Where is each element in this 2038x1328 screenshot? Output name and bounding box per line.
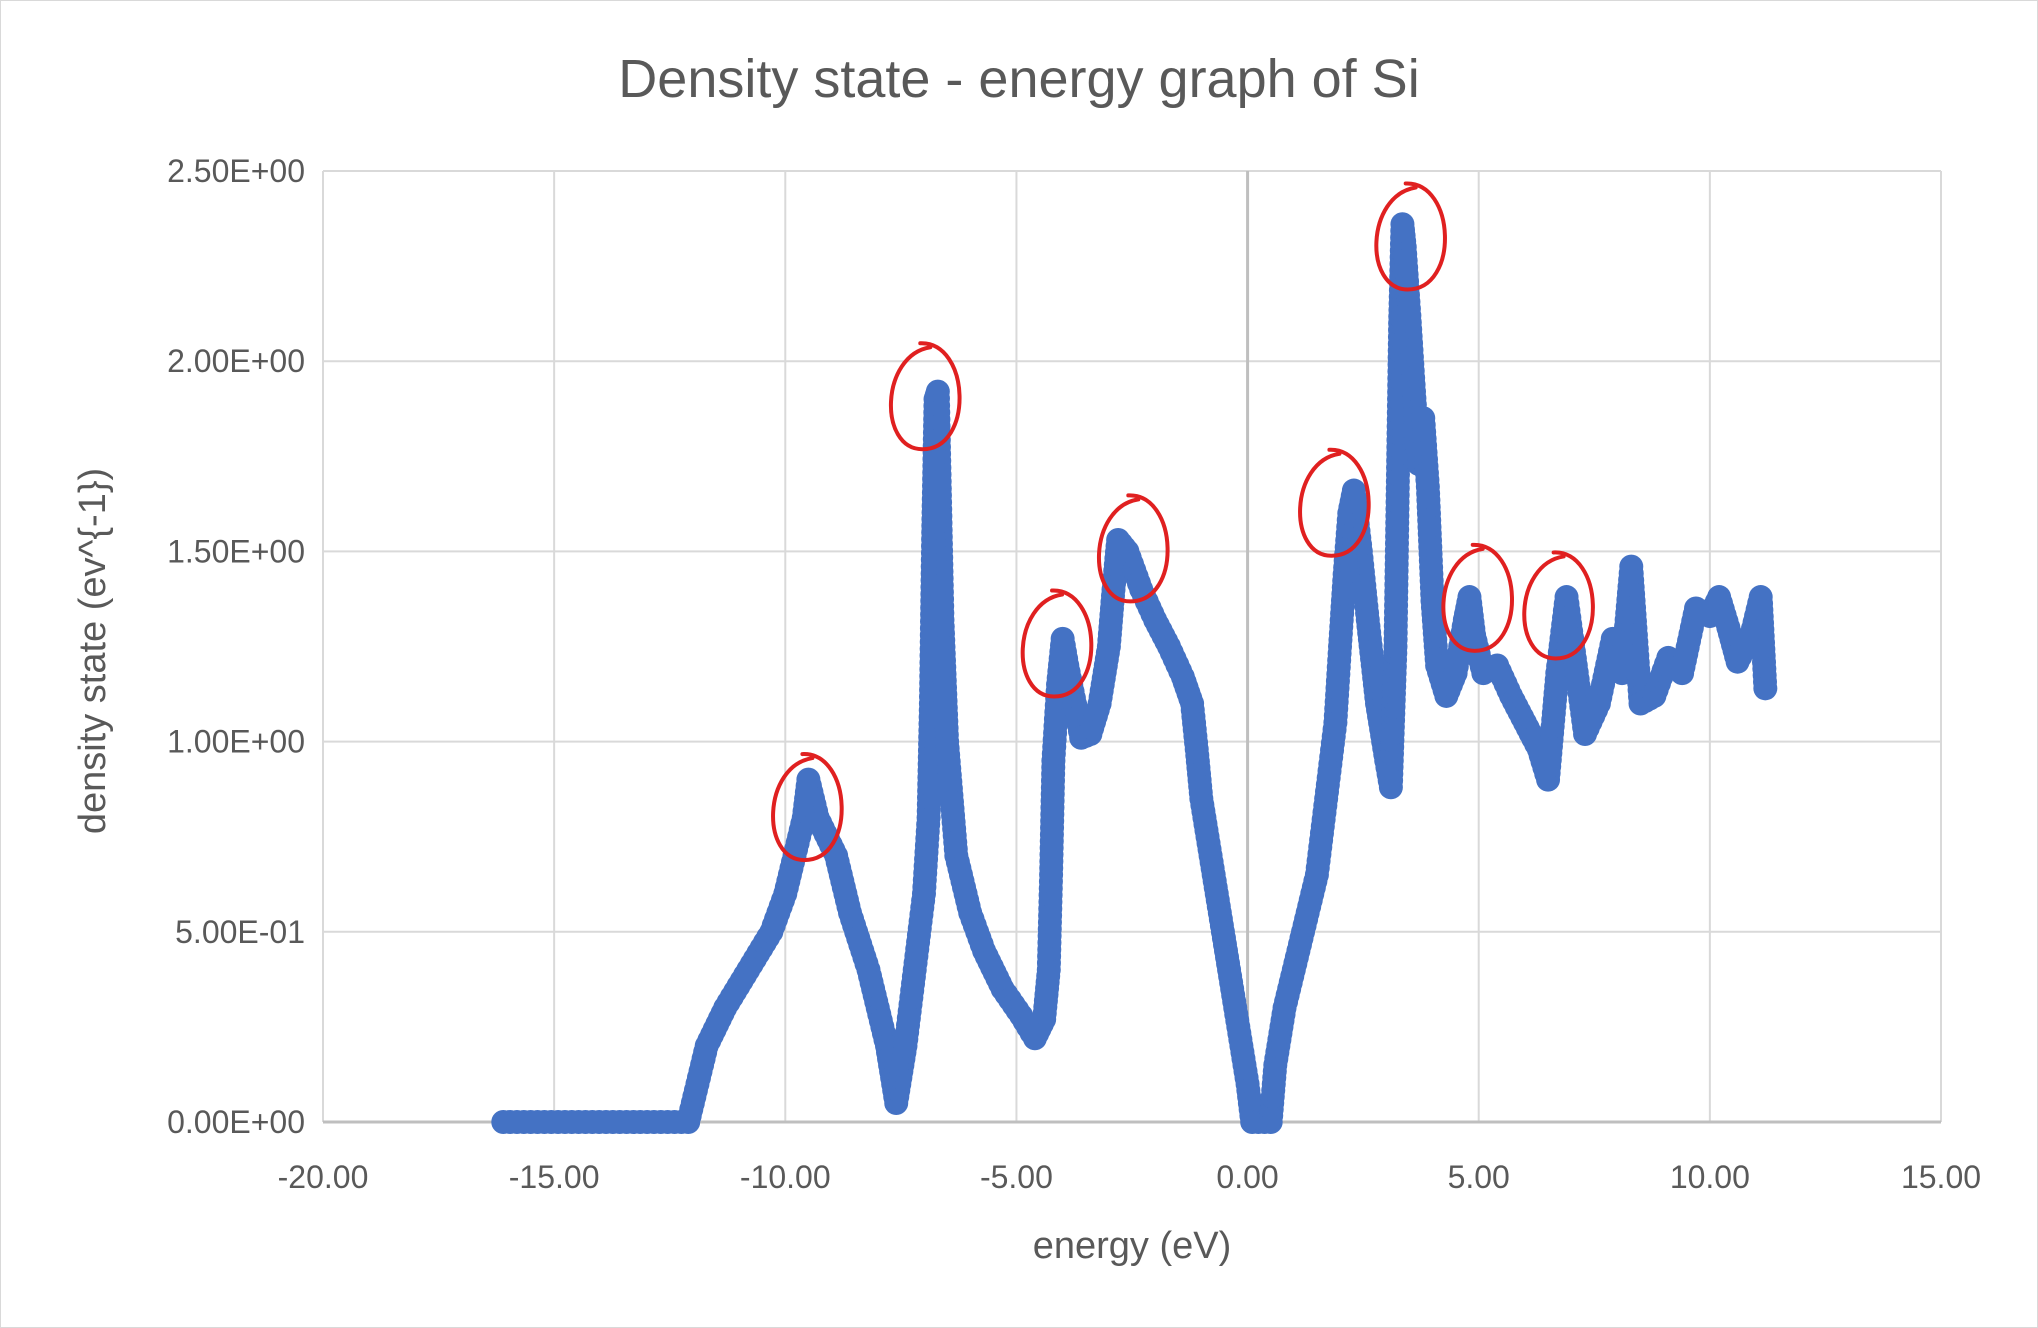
red-circle-annotation: [771, 752, 844, 863]
grid-lines: [322, 170, 1942, 1124]
y-axis-title: density state (ev^{-1}): [72, 468, 114, 834]
red-circle-annotation: [1374, 181, 1447, 292]
x-axis-title: energy (eV): [1033, 1225, 1232, 1267]
tick-labels: 0.00E+00 5.00E-01 1.00E+00 1.50E+00 2.00E+00…: [167, 153, 1981, 1195]
y-tick-label: 2.50E+00: [167, 153, 305, 189]
y-tick-label: 1.50E+00: [167, 533, 305, 569]
x-tick-label: 0.00: [1216, 1159, 1278, 1195]
x-tick-label: 10.00: [1670, 1159, 1750, 1195]
y-tick-label: 1.00E+00: [167, 724, 305, 760]
y-tick-label: 5.00E-01: [175, 914, 305, 950]
red-circle-annotations: [771, 181, 1595, 863]
red-circle-annotation: [889, 341, 962, 452]
chart-title: Density state - energy graph of Si: [618, 49, 1419, 109]
data-points: [491, 212, 1778, 1134]
red-circle-annotation: [1020, 588, 1094, 699]
x-tick-label: -20.00: [278, 1159, 369, 1195]
x-tick-label: -15.00: [509, 1159, 600, 1195]
x-tick-label: 15.00: [1901, 1159, 1981, 1195]
red-circle-annotation: [1441, 542, 1514, 653]
red-circle-annotation: [1298, 447, 1371, 558]
x-tick-label: -10.00: [740, 1159, 831, 1195]
x-tick-label: -5.00: [980, 1159, 1053, 1195]
data-point: [1753, 676, 1778, 701]
red-circle-annotation: [1097, 493, 1170, 604]
red-circle-annotation: [1522, 550, 1595, 661]
y-tick-label: 0.00E+00: [167, 1104, 305, 1140]
x-tick-label: 5.00: [1448, 1159, 1510, 1195]
y-tick-label: 2.00E+00: [167, 343, 305, 379]
